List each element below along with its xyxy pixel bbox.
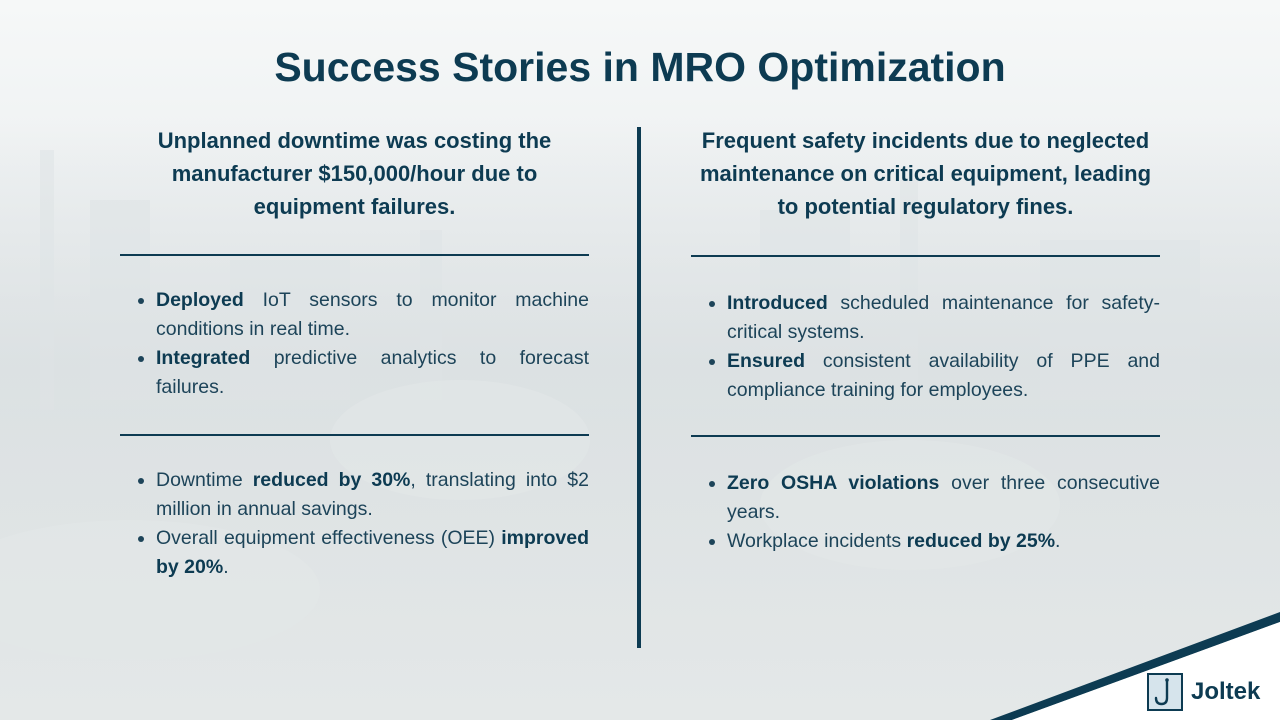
left-bottom-rule <box>120 434 589 436</box>
action-text: consistent availability of PPE and compl… <box>727 350 1160 401</box>
right-results-list: Zero OSHA violations over three consecut… <box>691 469 1160 556</box>
action-text: scheduled maintenance for safety-critica… <box>727 292 1160 343</box>
right-bottom-rule <box>691 435 1160 437</box>
result-highlight: reduced by 30% <box>252 469 411 491</box>
list-item: Workplace incidents reduced by 25%. <box>727 527 1160 556</box>
left-challenge-heading: Unplanned downtime was costing the manuf… <box>157 128 552 219</box>
right-challenge-heading: Frequent safety incidents due to neglect… <box>699 128 1152 219</box>
result-text: Workplace incidents <box>727 530 907 552</box>
corner-accent-stripe <box>990 612 1280 720</box>
list-item: Integrated predictive analytics to forec… <box>156 344 589 402</box>
list-item: Overall equipment effectiveness (OEE) im… <box>156 524 589 582</box>
list-item: Deployed IoT sensors to monitor machine … <box>156 286 589 344</box>
column-divider <box>637 127 641 648</box>
result-text: Downtime <box>156 469 253 491</box>
result-highlight: reduced by 25% <box>906 530 1056 552</box>
logo-wordmark: Joltek <box>1191 678 1261 705</box>
result-highlight: improved by 20% <box>156 527 589 578</box>
list-item: Introduced scheduled maintenance for saf… <box>727 289 1160 347</box>
action-text: predictive analytics to forecast failure… <box>156 347 589 398</box>
list-item: Ensured consistent availability of PPE a… <box>727 347 1160 405</box>
result-highlight: Zero OSHA violations <box>727 472 940 494</box>
action-keyword: Introduced <box>727 292 828 314</box>
joltek-logo: Joltek <box>1147 673 1260 711</box>
action-text: IoT sensors to monitor machine condition… <box>156 289 589 340</box>
right-top-rule <box>691 255 1160 257</box>
action-keyword: Deployed <box>156 289 244 311</box>
result-text: . <box>1055 530 1061 552</box>
left-results-list: Downtime reduced by 30%, translating int… <box>120 466 589 582</box>
left-actions-list: Deployed IoT sensors to monitor machine … <box>120 286 589 402</box>
right-actions-list: Introduced scheduled maintenance for saf… <box>691 289 1160 405</box>
result-text: , translating into $2 million in annual … <box>156 469 589 520</box>
list-item: Downtime reduced by 30%, translating int… <box>156 466 589 524</box>
result-text: Overall equipment effectiveness (OEE) <box>156 527 502 549</box>
action-keyword: Integrated <box>156 347 251 369</box>
j-hook-icon <box>1147 673 1183 711</box>
action-keyword: Ensured <box>727 350 806 372</box>
result-text: . <box>223 556 229 578</box>
page-title: Success Stories in MRO Optimization <box>274 44 1006 90</box>
list-item: Zero OSHA violations over three consecut… <box>727 469 1160 527</box>
result-text: over three consecutive years. <box>727 472 1160 523</box>
left-top-rule <box>120 254 589 256</box>
